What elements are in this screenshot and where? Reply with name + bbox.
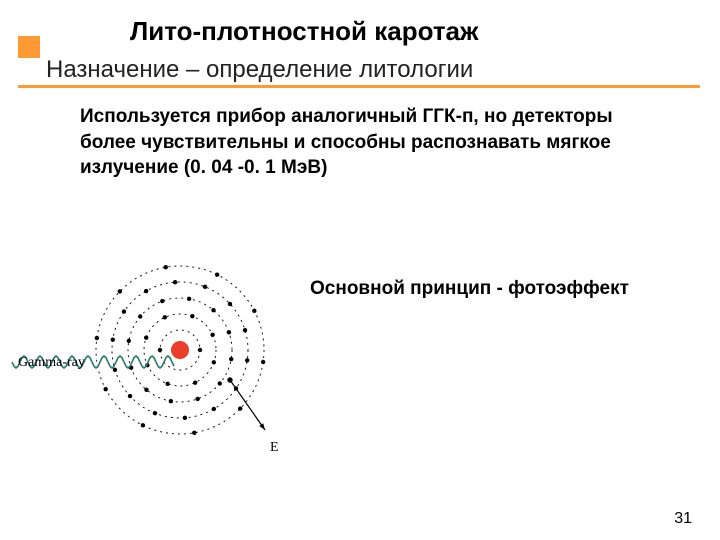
electron-label: E: [270, 440, 279, 456]
gamma-ray-label: Gamma-ray: [18, 355, 85, 371]
principle-text: Основной принцип - фотоэффект: [310, 278, 629, 300]
slide-subtitle: Назначение – определение литологии: [46, 56, 473, 84]
title-underline: [18, 85, 700, 88]
slide-title: Лито-плотностной каротаж: [130, 16, 478, 47]
accent-square: [18, 36, 40, 58]
slide-body: Используется прибор аналогичный ГГК-п, н…: [80, 104, 660, 181]
page-number: 31: [674, 510, 692, 528]
